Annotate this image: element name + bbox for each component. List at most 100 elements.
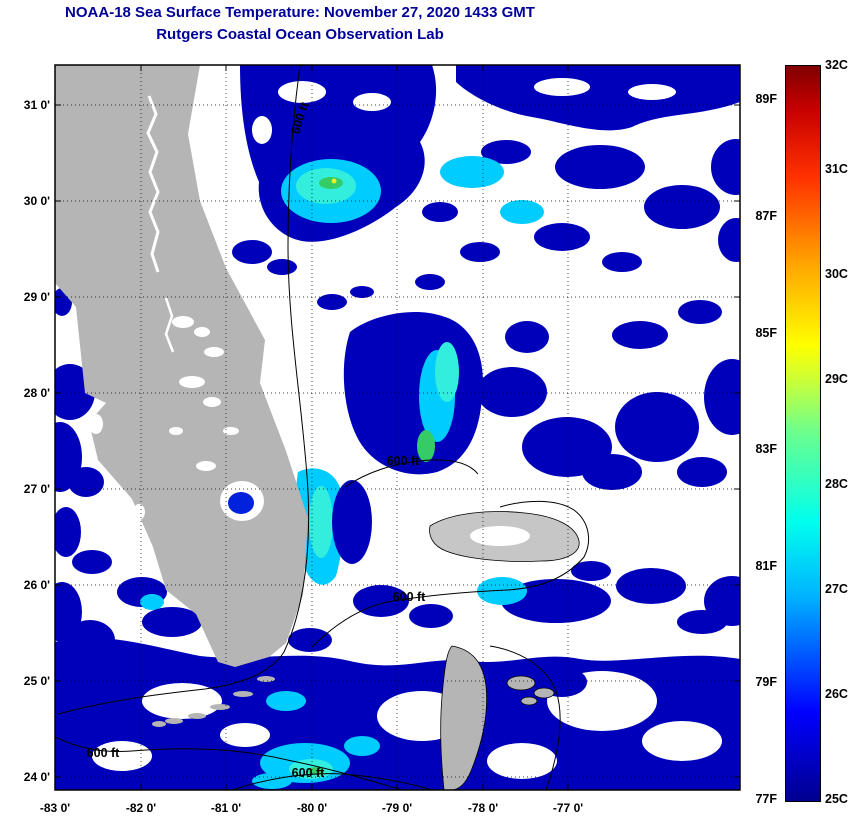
y-tick-label: 27 0' <box>24 482 50 496</box>
contour-label-bank: 600 ft <box>393 590 426 604</box>
map-title: NOAA-18 Sea Surface Temperature: Novembe… <box>65 4 535 21</box>
sst-patch <box>677 457 727 487</box>
sst-patch <box>718 218 740 262</box>
temperature-colorbar <box>785 65 821 802</box>
sst-patch <box>409 604 453 628</box>
sst-patch <box>72 550 112 574</box>
x-tick-label: -77 0' <box>553 801 583 815</box>
colorbar-celsius-label: 32C <box>825 58 848 72</box>
sst-patch <box>555 145 645 189</box>
colorbar-fahrenheit-label: 89F <box>755 92 777 106</box>
inland-lake <box>204 347 224 357</box>
florida-keys <box>257 676 275 682</box>
x-tick-label: -78 0' <box>468 801 498 815</box>
x-tick-label: -81 0' <box>211 801 241 815</box>
sst-patch <box>350 286 374 298</box>
sst-patch <box>226 661 286 691</box>
sst-patch <box>477 577 527 605</box>
sst-patch <box>571 561 611 581</box>
axis-ticks <box>55 65 740 790</box>
sst-patch <box>415 274 445 290</box>
sst-patch <box>615 392 699 462</box>
map-subtitle: Rutgers Coastal Ocean Observation Lab <box>156 26 444 43</box>
colorbar-celsius-label: 28C <box>825 477 848 491</box>
x-tick-label: -80 0' <box>297 801 327 815</box>
sst-field <box>55 65 740 790</box>
cloud-gap <box>353 93 391 111</box>
river-trace <box>164 297 175 353</box>
cloud-gap <box>642 721 722 761</box>
sst-patch <box>232 240 272 264</box>
sst-patch <box>616 568 686 604</box>
sst-patch <box>677 610 727 634</box>
sst-patch <box>477 367 547 417</box>
cloud-gap <box>252 116 272 144</box>
cloud-gap <box>142 683 222 719</box>
florida-keys <box>188 713 206 719</box>
contour-label-mid: 600 ft <box>387 454 420 468</box>
x-axis-labels: -83 0' -82 0' -81 0' -80 0' -79 0' -78 0… <box>40 801 583 815</box>
inland-lake <box>203 397 221 407</box>
florida-keys <box>233 691 253 697</box>
inland-lake <box>89 414 103 434</box>
bahama-island <box>506 675 536 691</box>
sst-patch <box>288 628 332 652</box>
grid-lines <box>55 65 740 790</box>
sst-patch <box>582 454 642 490</box>
sst-patch <box>267 259 297 275</box>
contour-label-south: 600 ft <box>292 766 325 780</box>
colorbar-celsius-label: 26C <box>825 687 848 701</box>
contour-600ft <box>344 459 479 488</box>
x-tick-label: -82 0' <box>126 801 156 815</box>
colorbar-celsius-label: 27C <box>825 582 848 596</box>
sst-patch <box>505 321 549 353</box>
florida-keys <box>210 704 230 710</box>
bahama-island <box>533 687 555 699</box>
plot-border <box>54 64 741 791</box>
y-axis-labels: 31 0' 30 0' 29 0' 28 0' 27 0' 26 0' 25 0… <box>24 98 50 784</box>
y-tick-label: 29 0' <box>24 290 50 304</box>
sst-patch <box>456 65 740 131</box>
sst-patch <box>481 140 531 164</box>
contour-600ft <box>311 500 590 648</box>
sst-patch <box>704 359 740 435</box>
sst-patch <box>55 507 81 557</box>
colorbar-fahrenheit-label: 81F <box>755 559 777 573</box>
x-tick-label: -79 0' <box>382 801 412 815</box>
sst-patch <box>711 139 740 195</box>
y-tick-label: 31 0' <box>24 98 50 112</box>
sst-patch <box>417 430 435 462</box>
y-tick-label: 24 0' <box>24 770 50 784</box>
sst-patch <box>319 177 343 189</box>
inland-lake <box>133 504 145 520</box>
y-tick-label: 28 0' <box>24 386 50 400</box>
sst-patch <box>344 736 380 756</box>
y-tick-label: 26 0' <box>24 578 50 592</box>
inland-lake <box>169 427 183 435</box>
colorbar-celsius-label: 25C <box>825 792 848 806</box>
cloud-gap <box>92 741 152 771</box>
colorbar-fahrenheit-label: 79F <box>755 675 777 689</box>
cloud-gap <box>628 84 676 100</box>
contour-600ft <box>231 773 433 790</box>
colorbar-celsius-label: 29C <box>825 372 848 386</box>
colorbar-fahrenheit-label: 87F <box>755 209 777 223</box>
lake-okeechobee-water <box>228 492 254 514</box>
sst-patch <box>331 178 337 184</box>
sst-patch <box>317 294 347 310</box>
sst-patch <box>492 702 552 742</box>
river-trace <box>146 95 160 273</box>
y-tick-label: 25 0' <box>24 674 50 688</box>
depth-contours <box>55 65 590 790</box>
colorbar-fahrenheit-label: 85F <box>755 326 777 340</box>
sst-patch <box>644 185 720 229</box>
bank-interior <box>470 526 530 546</box>
bahama-banks <box>429 511 580 790</box>
sst-patch <box>332 480 372 564</box>
sst-patch <box>140 594 164 610</box>
sst-patch <box>266 691 306 711</box>
inland-lake <box>179 376 205 388</box>
inland-water <box>89 95 264 521</box>
sst-patch <box>142 607 202 637</box>
